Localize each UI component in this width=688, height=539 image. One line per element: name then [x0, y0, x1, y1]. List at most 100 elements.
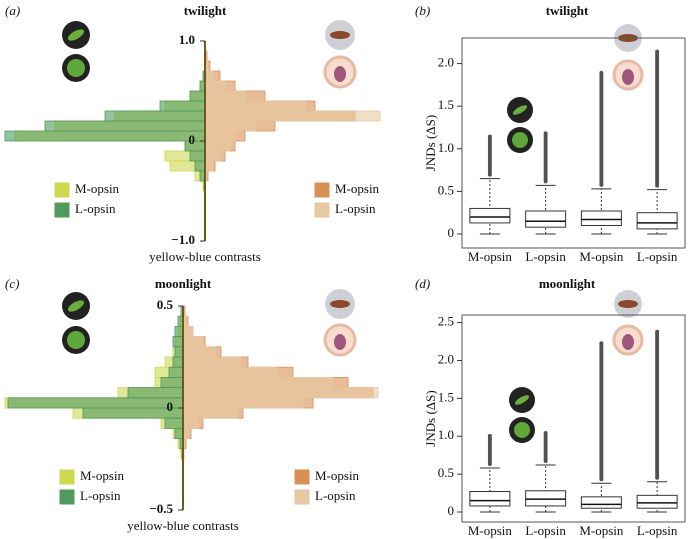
- histogram-bar: [189, 90, 206, 102]
- y-tick-label: 0.5: [438, 182, 454, 197]
- y-tick-label: 1.5: [438, 389, 454, 404]
- histogram-bar: [182, 346, 216, 358]
- histogram-bar: [204, 90, 246, 102]
- box: [469, 491, 511, 507]
- x-tick-label: L-opsin: [525, 249, 566, 264]
- y-tick-label: 0: [448, 225, 455, 240]
- histogram-bar: [204, 80, 226, 92]
- y-axis-label: JNDs (ΔS): [423, 115, 438, 171]
- x-tick-label: L-opsin: [637, 523, 678, 538]
- legend-label: L-opsin: [315, 488, 356, 503]
- legend-label: M-opsin: [335, 181, 380, 196]
- legend-swatch: [59, 489, 75, 505]
- icons: [62, 20, 644, 443]
- legend-label: L-opsin: [80, 488, 121, 503]
- histogram-bar: [159, 100, 206, 112]
- histogram-bar: [174, 346, 184, 358]
- legend-label: M-opsin: [315, 468, 360, 483]
- histogram-bar: [182, 356, 242, 368]
- histogram-bar: [182, 407, 239, 419]
- legend-swatch: [59, 469, 75, 485]
- y-tick-label: 0.5: [438, 465, 454, 480]
- histogram-bar: [204, 110, 381, 122]
- box: [525, 490, 567, 507]
- box: [469, 207, 511, 224]
- histogram-bar: [172, 336, 184, 348]
- histogram-bar: [182, 366, 279, 378]
- legend-label: L-opsin: [75, 201, 116, 216]
- legend-swatch: [294, 469, 310, 485]
- x-tick-label: M-opsin: [579, 249, 624, 264]
- chart-title: moonlight: [539, 276, 596, 291]
- box: [580, 496, 622, 509]
- x-tick-label: M-opsin: [579, 523, 624, 538]
- histogram-bar: [204, 160, 214, 172]
- histogram-bar: [172, 356, 184, 368]
- y-tick-label: 2.5: [438, 314, 454, 329]
- histogram-bar: [164, 417, 184, 429]
- y-tick-label: −0.5: [149, 501, 173, 516]
- y-axis-label: JNDs (ΔS): [423, 390, 438, 446]
- histogram-bar: [204, 150, 221, 162]
- histogram-bar: [204, 70, 214, 82]
- box: [636, 212, 678, 230]
- legend-swatch: [54, 182, 70, 198]
- y-tick-label: 1.0: [179, 32, 195, 47]
- histogram-bar: [168, 366, 184, 378]
- chart-title: moonlight: [155, 276, 212, 291]
- y-tick-label: 2.0: [438, 351, 454, 366]
- histogram-bar: [174, 325, 184, 337]
- x-tick-label: M-opsin: [468, 523, 513, 538]
- y-tick-label: 0: [167, 399, 174, 414]
- histogram-bar: [7, 397, 184, 409]
- legend-label: M-opsin: [75, 181, 120, 196]
- histogram-bar: [174, 427, 184, 439]
- histogram-bar: [127, 387, 184, 399]
- y-tick-label: 1.5: [438, 97, 454, 112]
- histogram-bar: [4, 130, 206, 142]
- histogram-bar: [182, 376, 334, 388]
- y-tick-label: −1.0: [171, 232, 195, 247]
- legend-swatch: [314, 202, 330, 218]
- histogram-bar: [182, 387, 379, 399]
- chart-title: twilight: [546, 3, 589, 18]
- histogram-bar: [204, 120, 256, 132]
- y-tick-label: 0: [189, 132, 196, 147]
- y-tick-label: 2.0: [438, 55, 454, 70]
- x-tick-label: L-opsin: [637, 249, 678, 264]
- x-axis-label: yellow-blue contrasts: [149, 249, 261, 264]
- legend-label: M-opsin: [80, 468, 125, 483]
- legend-swatch: [54, 202, 70, 218]
- legend-label: L-opsin: [335, 201, 376, 216]
- histogram-bar: [204, 140, 231, 152]
- histogram-bar: [160, 376, 184, 388]
- histogram-bar: [104, 110, 206, 122]
- box: [580, 210, 622, 226]
- legend-swatch: [294, 489, 310, 505]
- histogram-bar: [189, 150, 206, 162]
- y-tick-label: 0.5: [157, 297, 174, 312]
- histogram-bar: [194, 160, 206, 172]
- panel-label: (d): [415, 276, 430, 291]
- legend-swatch: [314, 182, 330, 198]
- histogram-bar: [204, 130, 236, 142]
- y-tick-label: 1.0: [438, 427, 454, 442]
- x-axis-label: yellow-blue contrasts: [127, 518, 239, 533]
- panel-label: (a): [5, 3, 20, 18]
- x-tick-label: L-opsin: [525, 523, 566, 538]
- histogram-bar: [182, 397, 304, 409]
- plot-frame: [461, 314, 686, 523]
- histogram-bar: [182, 325, 194, 337]
- x-tick-label: M-opsin: [468, 249, 513, 264]
- panel-label: (b): [415, 3, 430, 18]
- histogram-bar: [44, 120, 206, 132]
- y-tick-label: 0: [448, 503, 455, 518]
- box: [525, 210, 567, 228]
- histogram-bar: [182, 336, 204, 348]
- chart-title: twilight: [184, 3, 227, 18]
- histogram-bar: [182, 417, 199, 429]
- histogram-bar: [204, 100, 306, 112]
- y-tick-label: 1.0: [438, 140, 454, 155]
- box: [636, 494, 678, 509]
